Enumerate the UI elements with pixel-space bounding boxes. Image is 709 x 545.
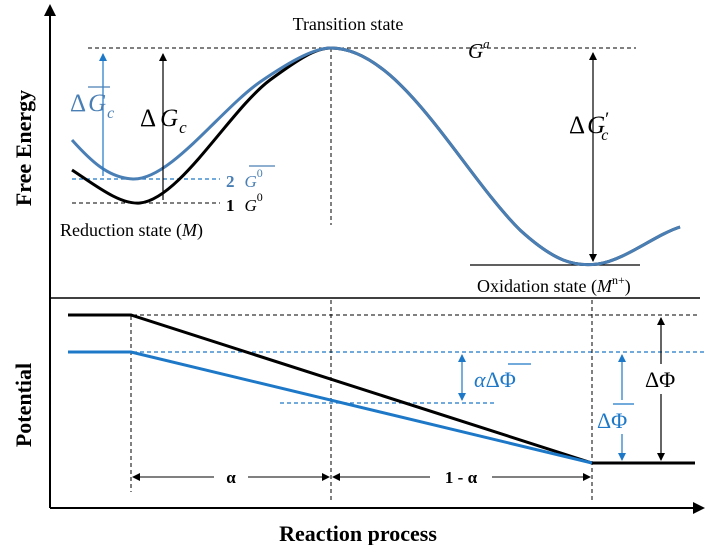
y-axis-label-free-energy: Free Energy bbox=[11, 90, 36, 206]
one-minus-alpha-label-bg bbox=[430, 466, 492, 488]
energy-curve-blue bbox=[70, 46, 681, 267]
level1-label: 1 G0 bbox=[226, 190, 263, 215]
transition-state-label: Transition state bbox=[293, 14, 404, 34]
x-axis-label: Reaction process bbox=[279, 521, 437, 545]
dphi-bar-label: ΔΦ bbox=[597, 408, 627, 433]
ga-label: Ga bbox=[468, 36, 490, 63]
oxidation-state-label: Oxidation state (Mn+) bbox=[477, 273, 631, 297]
alpha-segment-label: α bbox=[226, 468, 236, 487]
dphi-label: ΔΦ bbox=[645, 367, 675, 392]
dgc-bar-label: ΔGc bbox=[70, 90, 114, 122]
alpha-dphi-label: αΔΦ bbox=[474, 367, 516, 392]
level2-label: 2 G0 bbox=[226, 166, 263, 191]
alpha-label-bg bbox=[214, 466, 248, 488]
potential-curve-black bbox=[68, 313, 695, 465]
one-minus-alpha-segment-label: 1 - α bbox=[445, 468, 478, 487]
y-axis-label-potential: Potential bbox=[11, 363, 36, 447]
dphi-label-bg bbox=[643, 364, 697, 394]
dphi-bar-label-bg bbox=[596, 400, 642, 434]
reduction-state-label: Reduction state (M) bbox=[60, 220, 203, 241]
dgc-label: Δ Gc bbox=[140, 105, 187, 137]
dgc-prime-label: ΔG′ c bbox=[569, 109, 609, 144]
potential-curve-blue bbox=[68, 350, 593, 465]
